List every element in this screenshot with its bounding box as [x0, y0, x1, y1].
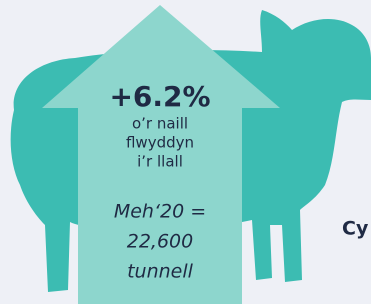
subtitle-line: i’r llall	[137, 153, 183, 171]
detail-line: 22,600	[127, 231, 193, 253]
subtitle-line: flwyddyn	[126, 134, 194, 152]
detail-line: tunnell	[127, 261, 194, 283]
subtitle-line: o’r naill	[132, 115, 188, 133]
cut-off-text: Cy	[342, 218, 369, 240]
detail-line: Meh‘20 =	[114, 201, 206, 223]
page: +6.2% o’r naill flwyddyn i’r llall Meh‘2…	[0, 0, 371, 304]
infographic: +6.2% o’r naill flwyddyn i’r llall Meh‘2…	[0, 0, 371, 304]
headline: +6.2%	[109, 80, 210, 113]
